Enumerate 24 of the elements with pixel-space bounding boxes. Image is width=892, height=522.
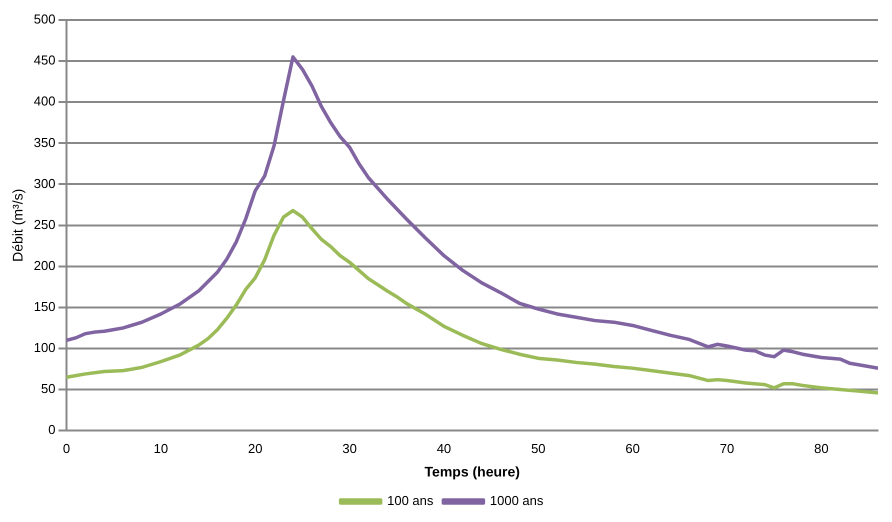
y-tick-label: 200 <box>34 258 56 273</box>
x-tick-label: 20 <box>248 440 262 456</box>
y-tick-label: 0 <box>48 422 56 438</box>
x-tick-label: 30 <box>342 440 357 456</box>
y-tick-label: 50 <box>41 381 56 396</box>
legend-label: 100 ans <box>387 493 434 508</box>
y-tick-label: 250 <box>34 216 56 232</box>
y-axis-title: Débit (m³/s) <box>9 188 26 262</box>
x-tick-label: 0 <box>62 440 70 456</box>
x-tick-label: 50 <box>531 440 546 456</box>
y-tick-label: 450 <box>34 52 56 68</box>
x-tick-label: 10 <box>154 440 168 456</box>
y-tick-label: 500 <box>34 12 56 27</box>
x-tick-label: 60 <box>625 440 640 456</box>
y-tick-label: 300 <box>34 176 56 191</box>
x-axis-title: Temps (heure) <box>424 463 520 480</box>
x-tick-label: 40 <box>436 440 452 456</box>
y-tick-label: 350 <box>34 134 56 150</box>
x-tick-label: 70 <box>720 440 734 456</box>
legend-label: 1000 ans <box>490 493 544 508</box>
x-tick-label: 80 <box>814 440 829 456</box>
y-tick-label: 100 <box>34 340 56 356</box>
y-tick-label: 150 <box>34 299 56 314</box>
y-tick-label: 400 <box>34 94 56 109</box>
